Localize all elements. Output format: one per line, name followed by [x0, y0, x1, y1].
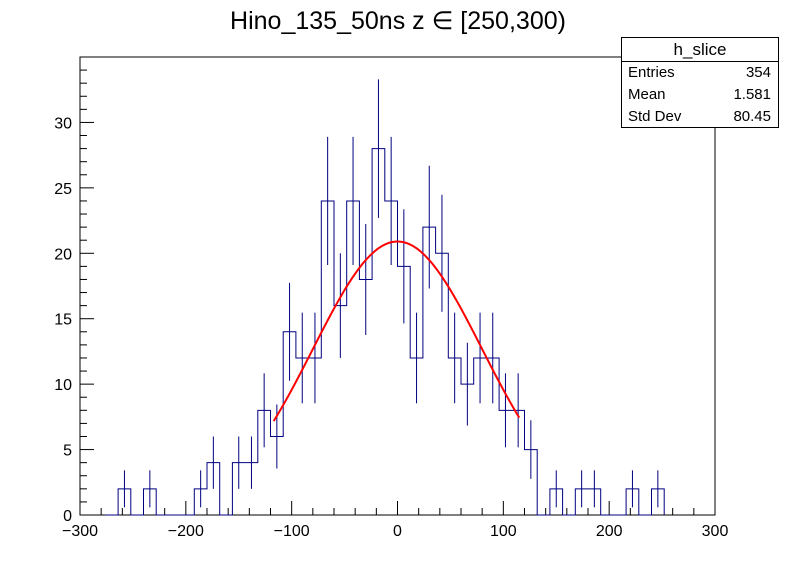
stats-value: 354 [745, 64, 771, 81]
stats-label: Entries [628, 64, 675, 81]
stats-value: 1.581 [733, 86, 771, 103]
stats-row-stddev: Std Dev 80.45 [622, 106, 778, 128]
stats-label: Mean [628, 86, 666, 103]
stats-value: 80.45 [733, 108, 771, 125]
x-tick-label: −300 [62, 523, 98, 540]
x-tick-label: 300 [702, 523, 729, 540]
y-tick-label: 30 [54, 115, 72, 132]
y-tick-label: 5 [63, 443, 72, 460]
plot-frame [79, 56, 716, 516]
x-tick-label: −100 [274, 523, 310, 540]
y-tick-label: 0 [63, 508, 72, 525]
stats-box-title: h_slice [622, 38, 778, 62]
stats-box: h_slice Entries 354 Mean 1.581 Std Dev 8… [621, 37, 779, 128]
y-tick-label: 25 [54, 181, 72, 198]
stats-label: Std Dev [628, 108, 682, 125]
x-tick-label: 200 [596, 523, 623, 540]
x-tick-label: −200 [168, 523, 204, 540]
y-tick-label: 15 [54, 312, 72, 329]
stats-row-mean: Mean 1.581 [622, 84, 778, 106]
histogram-outline [105, 148, 665, 516]
chart-title: Hino_135_50ns z ∈ [250,300) [230, 7, 566, 35]
y-tick-label: 10 [54, 377, 72, 394]
x-tick-label: 100 [490, 523, 517, 540]
x-tick-label: 0 [393, 523, 402, 540]
gaussian-fit-curve [272, 240, 521, 422]
stats-row-entries: Entries 354 [622, 62, 778, 84]
y-tick-label: 20 [54, 246, 72, 263]
